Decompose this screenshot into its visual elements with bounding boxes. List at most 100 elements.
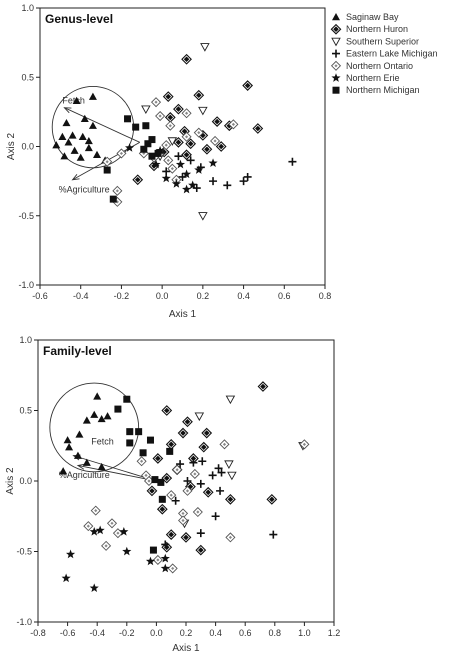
square-marker: [148, 136, 156, 144]
star-marker: [65, 549, 76, 559]
diamond-dot: [228, 535, 232, 539]
plus-marker: [189, 458, 198, 467]
x-tick-label: -0.6: [32, 291, 48, 301]
triangle-marker: [97, 414, 106, 423]
cluster-circle: [49, 382, 140, 473]
diamond-open-marker: [155, 110, 166, 122]
triangle-marker: [70, 146, 79, 154]
plus-marker: [209, 177, 218, 186]
diamond-core: [333, 26, 339, 32]
diamond-open-marker: [163, 155, 174, 166]
triangle-marker: [82, 416, 91, 424]
plus-marker: [332, 49, 340, 58]
triangle-marker: [93, 150, 101, 159]
series-saginaw-bay: [59, 392, 112, 475]
triangle-marker: [65, 443, 74, 451]
diamond-core: [255, 125, 261, 132]
x-tick-label: 0.2: [197, 291, 210, 301]
diamond-filled-marker: [173, 136, 184, 148]
diamond-dot: [171, 566, 175, 571]
series-northern-michigan: [114, 395, 174, 554]
x-tick-label: 0.2: [180, 628, 193, 638]
diamond-filled-marker: [225, 493, 236, 505]
diamond-open-marker: [181, 108, 192, 119]
vector-line: [64, 107, 140, 143]
x-tick-label: 0.4: [209, 628, 222, 638]
triangle-marker: [64, 138, 73, 146]
diamond-open-marker: [102, 156, 113, 167]
diamond-open-marker: [116, 148, 127, 159]
triangle-down-marker: [194, 412, 205, 422]
x-tick-label: 0.0: [150, 628, 163, 638]
triangle-marker: [332, 13, 340, 21]
diamond-open-marker: [172, 464, 183, 475]
diamond-dot: [168, 124, 172, 128]
diamond-core: [161, 149, 167, 155]
square-marker: [148, 152, 156, 160]
diamond-filled-marker: [132, 174, 144, 186]
diamond-open-marker: [210, 135, 221, 146]
diamond-open-marker: [225, 532, 236, 543]
diamond-filled-marker: [211, 116, 223, 127]
x-tick-label: -0.6: [60, 628, 76, 638]
plus-marker: [198, 457, 207, 466]
diamond-filled-marker: [156, 503, 168, 515]
y-tick-label: 1.0: [19, 335, 32, 345]
triangle-down-marker: [227, 471, 237, 481]
diamond-dot: [147, 479, 151, 483]
chart-panel-2: -0.8 -0.6 -0.4 -0.2 0.0 0.2 0.4 0.6 0.8 1.0 1.2 -1.…: [5, 335, 340, 654]
star-marker: [89, 526, 99, 536]
y-tick-label: -0.5: [16, 547, 32, 557]
star-marker: [151, 159, 161, 169]
diamond-dot: [184, 135, 189, 139]
diamond-dot: [154, 100, 158, 104]
x-tick-label: 0.4: [237, 291, 250, 301]
diamond-open-marker: [101, 540, 112, 551]
x-tick-label: 0.0: [156, 291, 169, 301]
diamond-core: [168, 531, 174, 538]
star-marker: [208, 158, 218, 167]
diamond-core: [200, 444, 207, 450]
triangle-marker: [84, 143, 93, 152]
series-eastern-lake-michigan: [161, 457, 278, 549]
diamond-filled-marker: [195, 544, 207, 556]
diamond-dot: [196, 510, 200, 514]
panel-title: Genus-level: [45, 12, 113, 26]
plot-frame: [39, 7, 326, 286]
triangle-marker: [75, 430, 84, 438]
series-northern-michigan: [103, 115, 162, 203]
plus-marker: [216, 486, 225, 495]
diamond-core: [218, 143, 224, 150]
diamond-dot: [166, 158, 170, 162]
diamond-filled-marker: [215, 141, 227, 152]
diamond-core: [190, 455, 197, 462]
diamond-filled-marker: [330, 23, 342, 35]
arrow-head: [71, 174, 80, 181]
y-axis-label: Axis 2: [6, 132, 17, 160]
square-marker: [146, 436, 154, 444]
diamond-open-marker: [228, 119, 239, 130]
diamond-open-marker: [192, 506, 203, 518]
triangle-marker: [72, 96, 81, 104]
square-marker: [158, 495, 166, 503]
diamond-dot: [115, 189, 119, 193]
star-marker: [171, 179, 181, 188]
diamond-dot: [144, 473, 148, 477]
diamond-filled-marker: [181, 53, 192, 65]
diamond-filled-marker: [161, 405, 173, 416]
plus-marker: [171, 496, 180, 505]
star-marker: [182, 169, 192, 179]
triangle-marker: [93, 392, 102, 400]
star-marker: [122, 546, 132, 556]
diamond-open-marker: [193, 127, 204, 138]
triangle-marker: [103, 412, 112, 420]
triangle-marker: [58, 132, 67, 141]
triangle-marker: [82, 458, 91, 466]
diamond-dot: [185, 489, 190, 493]
plus-marker: [288, 157, 297, 166]
diamond-dot: [169, 493, 173, 497]
diamond-filled-marker: [161, 472, 173, 484]
diamond-filled-marker: [198, 441, 210, 453]
star-marker: [175, 159, 186, 169]
square-marker: [109, 195, 117, 203]
